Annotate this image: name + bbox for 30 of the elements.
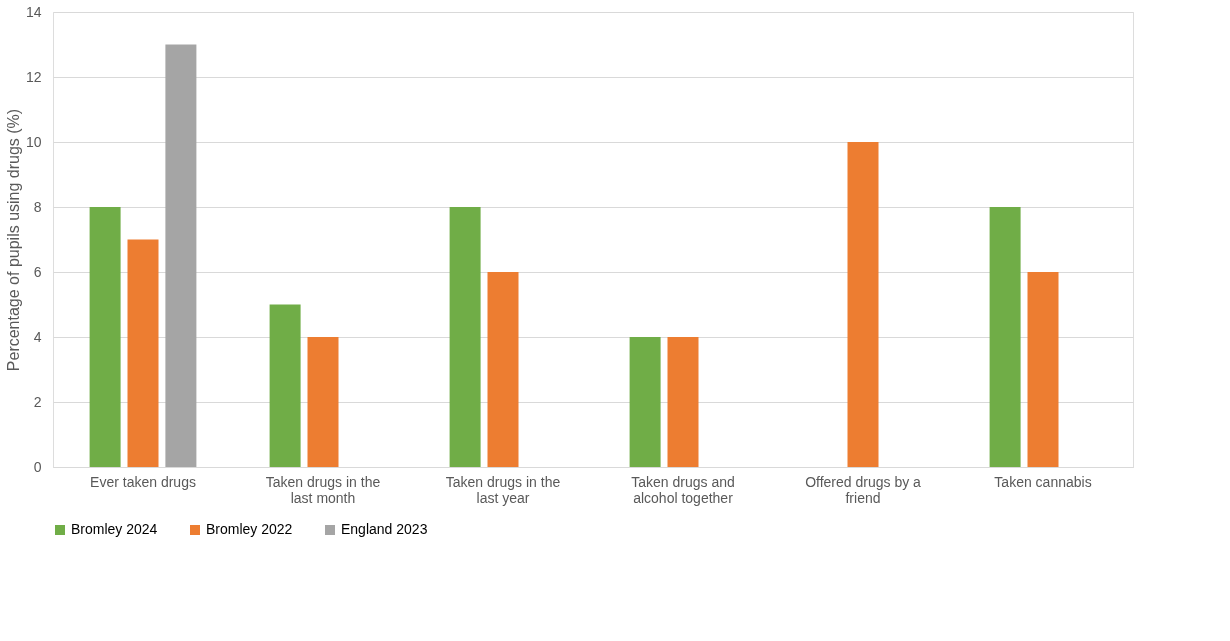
bar [127,239,159,467]
y-tick-label: 0 [33,458,42,475]
y-tick-label: 6 [33,263,42,280]
y-tick-label: 8 [33,198,42,215]
x-tick-label: Ever taken drugs [90,473,196,490]
bar [847,142,879,467]
legend-label: England 2023 [341,521,428,537]
y-tick-label: 4 [33,328,42,345]
bar [629,337,661,467]
y-axis-title: Percentage of pupils using drugs (%) [4,108,22,372]
x-tick-label: Taken cannabis [994,473,1092,490]
bar [667,337,699,467]
bar [449,207,481,467]
bar [89,207,121,467]
x-tick-label: Taken drugs in the last month [265,473,381,506]
x-tick-label: Offered drugs by a friend [805,473,922,506]
y-tick-label: 2 [33,393,42,410]
bar [269,304,301,467]
legend-label: Bromley 2022 [206,521,293,537]
y-tick-label: 14 [25,3,42,20]
x-tick-label: Taken drugs and alcohol together [631,473,735,506]
bar [165,44,197,467]
x-tick-label: Taken drugs in the last year [445,473,561,506]
y-tick-label: 12 [25,68,42,85]
bar [1027,272,1059,467]
bar [487,272,519,467]
legend-label: Bromley 2024 [71,521,158,537]
y-tick-label: 10 [25,133,42,150]
bar [307,337,339,467]
bar [989,207,1021,467]
